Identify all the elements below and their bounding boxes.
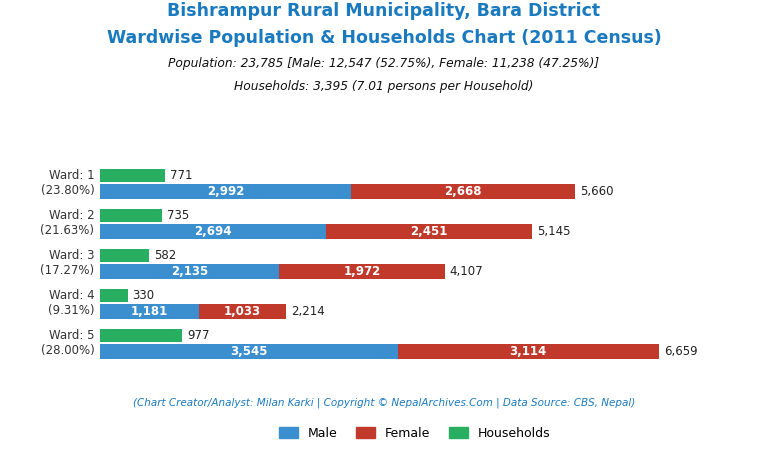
- Bar: [100, 329, 182, 342]
- Bar: [100, 249, 149, 262]
- Bar: [351, 184, 575, 199]
- Bar: [100, 289, 127, 302]
- Text: 330: 330: [133, 289, 154, 302]
- Text: 5,660: 5,660: [580, 185, 614, 198]
- Bar: [279, 264, 445, 279]
- Bar: [100, 344, 398, 359]
- Text: 6,659: 6,659: [664, 345, 697, 358]
- Text: Wardwise Population & Households Chart (2011 Census): Wardwise Population & Households Chart (…: [107, 29, 661, 47]
- Bar: [199, 304, 286, 319]
- Bar: [100, 224, 326, 239]
- Text: 2,694: 2,694: [194, 224, 232, 238]
- Bar: [100, 169, 164, 181]
- Text: 1,033: 1,033: [223, 305, 261, 318]
- Text: 582: 582: [154, 249, 176, 262]
- Text: Population: 23,785 [Male: 12,547 (52.75%), Female: 11,238 (47.25%)]: Population: 23,785 [Male: 12,547 (52.75%…: [168, 57, 600, 70]
- Text: 3,545: 3,545: [230, 345, 267, 358]
- Bar: [100, 184, 351, 199]
- Text: 771: 771: [170, 169, 192, 181]
- Text: 2,992: 2,992: [207, 185, 244, 198]
- Text: 735: 735: [167, 209, 189, 222]
- Text: 4,107: 4,107: [450, 265, 483, 278]
- Bar: [398, 344, 659, 359]
- Text: 2,214: 2,214: [291, 305, 325, 318]
- Text: Households: 3,395 (7.01 persons per Household): Households: 3,395 (7.01 persons per Hous…: [234, 80, 534, 93]
- Text: 2,668: 2,668: [445, 185, 482, 198]
- Text: 5,145: 5,145: [537, 224, 571, 238]
- Bar: [100, 264, 279, 279]
- Text: 1,972: 1,972: [343, 265, 380, 278]
- Text: Bishrampur Rural Municipality, Bara District: Bishrampur Rural Municipality, Bara Dist…: [167, 2, 601, 20]
- Text: 2,135: 2,135: [170, 265, 208, 278]
- Text: 977: 977: [187, 329, 210, 342]
- Text: 2,451: 2,451: [410, 224, 448, 238]
- Bar: [100, 209, 161, 222]
- Bar: [100, 304, 199, 319]
- Legend: Male, Female, Households: Male, Female, Households: [274, 422, 555, 445]
- Text: 1,181: 1,181: [131, 305, 168, 318]
- Bar: [326, 224, 532, 239]
- Text: 3,114: 3,114: [510, 345, 547, 358]
- Text: (Chart Creator/Analyst: Milan Karki | Copyright © NepalArchives.Com | Data Sourc: (Chart Creator/Analyst: Milan Karki | Co…: [133, 397, 635, 408]
